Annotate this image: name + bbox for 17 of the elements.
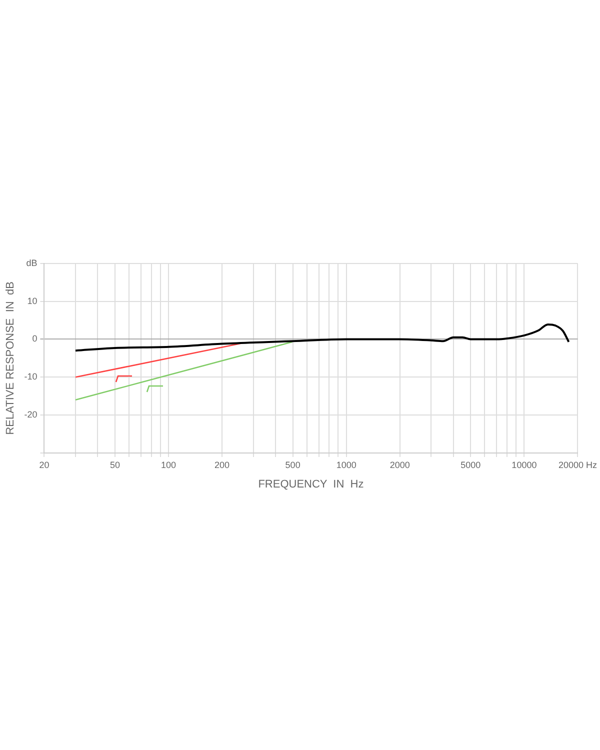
x-axis-title: FREQUENCY IN Hz	[258, 478, 364, 490]
x-tick-label: 500	[285, 460, 300, 470]
y-tick-label: dB	[26, 258, 38, 268]
x-tick-label: 100	[161, 460, 176, 470]
y-tick-label: 10	[27, 296, 38, 306]
x-tick-label: 50	[110, 460, 120, 470]
x-tick-label: 1000	[336, 460, 356, 470]
x-tick-label: 20	[39, 460, 50, 470]
x-tick-label: 10000	[512, 460, 537, 470]
x-tick-label: 2000	[390, 460, 410, 470]
x-tick-label: 200	[214, 460, 230, 470]
x-tick-label: 5000	[460, 460, 481, 470]
y-tick-label: -20	[24, 410, 38, 420]
y-tick-label: -10	[24, 372, 38, 382]
y-axis-title: RELATIVE RESPONSE IN dB	[4, 282, 17, 435]
y-tick-label: 0	[32, 334, 38, 344]
x-tick-label: 20000 Hz	[558, 460, 598, 470]
